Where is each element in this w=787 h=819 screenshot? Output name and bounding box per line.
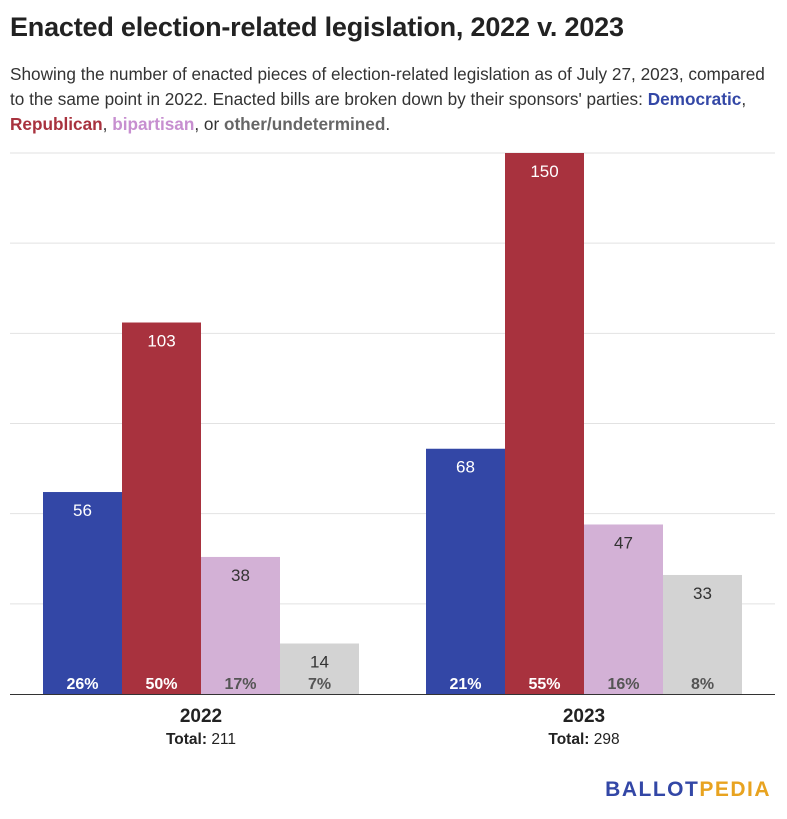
chart-subtitle: Showing the number of enacted pieces of …	[10, 62, 780, 137]
percent-label: 16%	[607, 676, 639, 693]
logo-part-pedia: PEDIA	[699, 778, 771, 801]
percent-label: 26%	[66, 676, 98, 693]
percent-label: 8%	[691, 676, 714, 693]
value-label: 56	[73, 501, 92, 520]
x-axis-label-2023: 2023	[562, 706, 606, 727]
bar-bipartisan-2022	[201, 556, 280, 694]
subtitle-sep: ,	[741, 89, 747, 109]
percent-label: 55%	[528, 676, 560, 693]
bar-other-2022	[280, 643, 359, 694]
percent-label: 50%	[145, 676, 177, 693]
bar-democratic-2023	[426, 448, 505, 694]
total-value: 211	[211, 731, 237, 748]
total-label: Total:	[165, 731, 207, 748]
percent-label: 21%	[449, 676, 481, 693]
ballotpedia-logo[interactable]: BALLOTPEDIA	[605, 778, 771, 802]
chart-title: Enacted election-related legislation, 20…	[10, 12, 624, 42]
bar-bipartisan-2023	[584, 524, 663, 694]
value-label: 103	[147, 332, 175, 351]
legend-bipartisan: bipartisan	[112, 114, 195, 134]
x-axis-label-2022: 2022	[179, 706, 223, 727]
value-label: 33	[693, 584, 712, 603]
value-label: 38	[231, 566, 250, 585]
legend-democratic: Democratic	[647, 89, 742, 109]
subtitle-intro: Showing the number of enacted pieces of …	[10, 64, 765, 109]
value-label: 68	[456, 458, 475, 477]
value-label: 150	[530, 162, 558, 181]
value-label: 14	[310, 653, 329, 672]
total-value: 298	[593, 731, 620, 748]
bar-other-2023	[663, 574, 742, 694]
total-label: Total:	[548, 731, 590, 748]
value-label: 47	[614, 533, 633, 552]
total-2022: Total: 211	[121, 731, 281, 749]
percent-label: 7%	[308, 676, 331, 693]
subtitle-sep: ,	[102, 114, 113, 134]
subtitle-sep: , or	[194, 114, 224, 134]
bar-republican-2022	[122, 322, 201, 694]
subtitle-end: .	[385, 114, 391, 134]
total-2023: Total: 298	[504, 731, 664, 749]
bar-democratic-2022	[43, 492, 122, 694]
legend-other: other/undetermined	[223, 114, 386, 134]
logo-part-ballot: BALLOT	[605, 778, 700, 801]
bar-republican-2023	[505, 153, 584, 694]
legend-republican: Republican	[10, 114, 103, 134]
percent-label: 17%	[224, 676, 256, 693]
